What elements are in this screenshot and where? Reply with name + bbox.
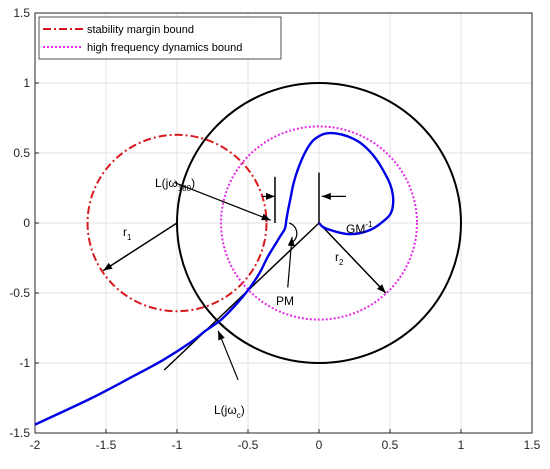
y-tick-label: 0 (23, 216, 30, 230)
x-tick-label: 1.5 (524, 438, 541, 452)
x-tick-labels: -2 -1.5 -1 -0.5 0 0.5 1 1.5 (30, 438, 541, 452)
label-pm: PM (276, 294, 294, 308)
y-tick-label: -1.5 (9, 426, 30, 440)
y-tick-label: -1 (19, 356, 30, 370)
legend: stability margin bound high frequency dy… (38, 16, 282, 60)
x-tick-label: 0.5 (382, 438, 399, 452)
x-tick-label: -1.5 (96, 438, 117, 452)
x-tick-label: 1 (458, 438, 465, 452)
label-r1: r1 (123, 225, 132, 242)
x-tick-label: -1 (172, 438, 183, 452)
nyquist-curve (35, 131, 395, 426)
grid (34, 12, 533, 434)
high-frequency-dynamics-bound-circle (220, 125, 418, 321)
axes-frame (34, 12, 533, 434)
legend-label-hf: high frequency dynamics bound (87, 42, 242, 54)
pointer-l-jwc (217, 330, 239, 381)
stability-margin-bound-circle (86, 133, 268, 313)
pointer-l-jw180 (173, 181, 271, 221)
nyquist-curve-layer (35, 131, 395, 426)
y-tick-labels: 1.5 1 0.5 0 -0.5 -1 -1.5 (9, 6, 30, 440)
y-tick-label: -0.5 (9, 286, 30, 300)
legend-box (38, 16, 282, 60)
radius-r1-line (102, 222, 178, 272)
y-tick-label: 1.5 (13, 6, 30, 20)
pointer-pm (287, 236, 295, 288)
x-tick-label: -2 (30, 438, 41, 452)
bound-circles (86, 82, 462, 364)
y-tick-label: 1 (23, 76, 30, 90)
label-l-jw180: L(jω180) (155, 176, 195, 193)
label-gm-inverse: GM-1 (346, 220, 373, 236)
x-tick-label: -0.5 (238, 438, 259, 452)
legend-label-stability: stability margin bound (87, 24, 194, 36)
y-tick-label: 0.5 (13, 146, 30, 160)
annotation-lines (102, 172, 387, 381)
radius-r2-line (318, 222, 387, 294)
pm-arc (288, 222, 298, 244)
axes-box (34, 12, 533, 434)
label-l-jwc: L(jωc) (214, 403, 245, 420)
x-tick-label: 0 (316, 438, 323, 452)
label-r2: r2 (335, 250, 344, 267)
